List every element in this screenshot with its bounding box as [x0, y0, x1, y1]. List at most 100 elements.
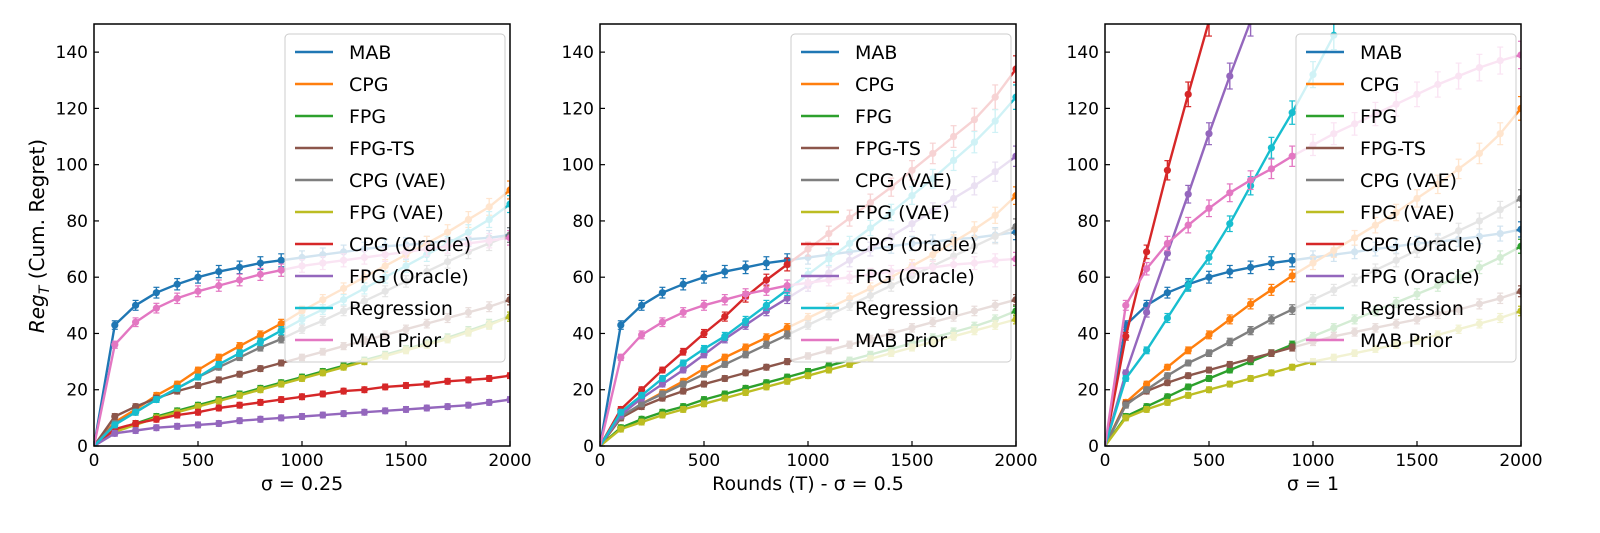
- legend-box: [1295, 33, 1517, 363]
- y-tick-label: 40: [1077, 324, 1099, 344]
- data-point: [277, 335, 285, 343]
- data-point: [721, 394, 729, 402]
- data-point: [762, 259, 771, 267]
- legend-entry: FPG (VAE): [1306, 202, 1455, 224]
- legend-entry: MAB: [801, 42, 897, 64]
- legend-entry: FPG: [295, 106, 386, 128]
- legend-entry: FPG: [1306, 106, 1397, 128]
- data-point: [783, 282, 791, 290]
- x-tick-label: 500: [182, 451, 214, 471]
- data-point: [1288, 343, 1296, 352]
- data-point: [804, 372, 812, 380]
- legend-entry: FPG (Oracle): [295, 266, 469, 288]
- legend-label: CPG (VAE): [349, 170, 446, 192]
- y-tick-label: 80: [1077, 212, 1099, 232]
- data-point: [700, 380, 708, 388]
- data-point: [340, 363, 348, 371]
- x-axis-label: σ = 1: [1287, 473, 1339, 495]
- legend-label: MAB Prior: [1360, 330, 1452, 352]
- x-tick-label: 500: [1193, 451, 1225, 471]
- data-point: [111, 412, 119, 421]
- data-point: [1122, 414, 1130, 422]
- legend-entry: FPG (VAE): [801, 202, 950, 224]
- data-point: [742, 388, 750, 397]
- data-point: [783, 294, 791, 302]
- data-point: [298, 393, 306, 401]
- data-point: [638, 386, 646, 394]
- data-point: [783, 331, 791, 339]
- data-point: [1012, 296, 1016, 304]
- x-tick-label: 2000: [488, 451, 531, 471]
- legend-label: FPG (VAE): [1360, 202, 1455, 224]
- data-point: [132, 403, 140, 411]
- legend-label: Regression: [855, 298, 959, 320]
- data-point: [152, 415, 160, 423]
- data-point: [1163, 393, 1171, 401]
- data-point: [762, 363, 771, 371]
- y-axis-label-rest: (Cum. Regret): [25, 139, 49, 286]
- data-point: [423, 404, 431, 412]
- data-point: [444, 403, 452, 411]
- x-tick-label: 1500: [890, 451, 933, 471]
- data-point: [319, 390, 327, 398]
- data-point: [215, 267, 223, 276]
- data-point: [1184, 90, 1192, 98]
- data-point: [1012, 152, 1016, 160]
- data-point: [1267, 369, 1275, 377]
- data-point: [617, 425, 625, 433]
- data-point: [700, 301, 708, 309]
- data-point: [742, 317, 750, 325]
- data-point: [1205, 253, 1213, 262]
- data-point: [1184, 346, 1192, 354]
- legend-entry: FPG (VAE): [295, 202, 444, 224]
- y-tick-label: 120: [1067, 99, 1099, 119]
- legend: MAB CPG FPG FPG-TS CPG (VAE) FPG (VAE) CPG (Or…: [790, 33, 1012, 363]
- x-tick-label: 2000: [1499, 451, 1542, 471]
- x-tick-label: 1000: [786, 451, 829, 471]
- y-tick-label: 140: [1067, 43, 1099, 63]
- chart-panel-2: 0 500 1000 1500 2000 0 20 40 60 80 100 120 140 Rounds…: [562, 23, 1038, 495]
- data-point: [277, 380, 285, 388]
- data-point: [1205, 273, 1213, 281]
- x-tick-label: 2000: [994, 451, 1037, 471]
- data-point: [721, 296, 729, 304]
- chart-panel-1: 0 500 1000 1500 2000 0 20 40 60 80 100 120 140 σ = 0.…: [56, 23, 532, 495]
- data-point: [700, 345, 708, 353]
- legend-entry: FPG-TS: [295, 138, 415, 160]
- data-point: [215, 282, 223, 290]
- data-point: [402, 405, 410, 414]
- y-tick-label: 40: [66, 324, 88, 344]
- data-point: [762, 341, 771, 349]
- data-point: [1205, 331, 1213, 339]
- data-point: [1205, 204, 1213, 212]
- data-point: [721, 353, 729, 361]
- x-tick-label: 0: [1100, 451, 1111, 471]
- chart-panel-3: 0 500 1000 1500 2000 0 20 40 60 80 100 120 140 σ = 1 M…: [1067, 23, 1543, 495]
- series-line: [1105, 24, 1251, 446]
- x-axis-label: Rounds (T) - σ = 0.5: [712, 473, 904, 495]
- data-point: [1184, 391, 1192, 399]
- y-tick-label: 20: [1077, 381, 1099, 401]
- data-point: [1288, 152, 1296, 160]
- series-cpg-oracle: [94, 372, 510, 446]
- data-point: [1247, 300, 1255, 308]
- data-point: [194, 287, 202, 295]
- x-tick-label: 0: [89, 451, 100, 471]
- y-tick-label: 80: [572, 212, 594, 232]
- data-point: [1517, 242, 1521, 250]
- data-point: [1163, 249, 1171, 257]
- legend-entry: Regression: [1306, 298, 1464, 320]
- y-tick-label: 140: [56, 43, 88, 63]
- data-point: [1517, 194, 1521, 203]
- data-point: [1517, 104, 1521, 112]
- data-point: [256, 270, 264, 278]
- legend-label: FPG (VAE): [349, 202, 444, 224]
- legend-label: CPG: [1360, 74, 1399, 96]
- legend-entry: FPG (Oracle): [1306, 266, 1480, 288]
- data-point: [1226, 72, 1234, 80]
- data-point: [236, 276, 244, 284]
- legend-label: CPG (Oracle): [1360, 234, 1482, 256]
- data-point: [721, 374, 729, 383]
- data-point: [277, 320, 285, 328]
